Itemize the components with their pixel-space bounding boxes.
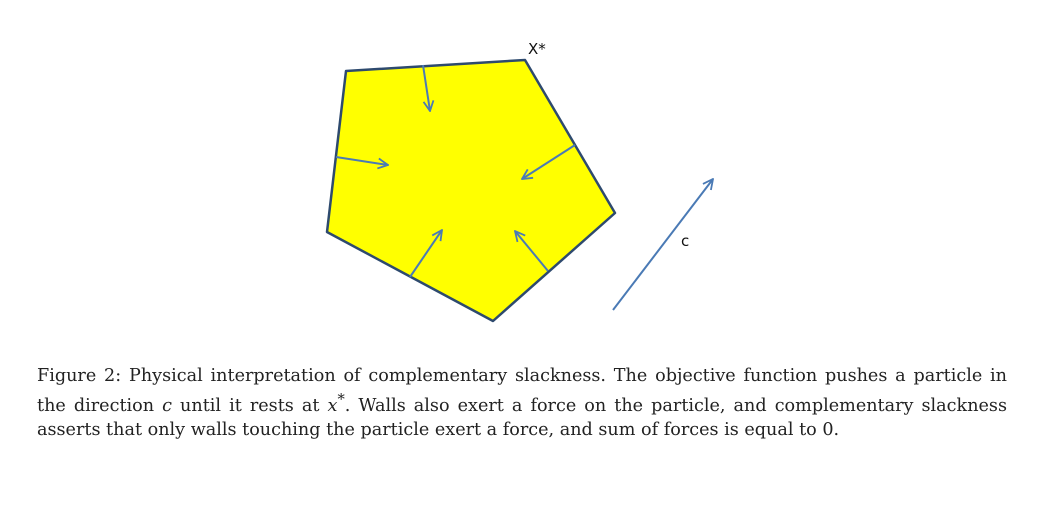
wall-force-arrow-bottom-right <box>515 231 549 272</box>
optimum-label: X* <box>528 40 546 58</box>
wall-force-arrow-left <box>335 156 388 165</box>
wall-force-arrow-right <box>522 144 576 179</box>
wall-force-arrow-top <box>422 64 430 111</box>
caption-text-1: Physical interpretation of complementary… <box>37 366 1007 416</box>
objective-direction-arrow <box>612 179 713 311</box>
caption-text-3: . Walls also exert a force on the partic… <box>37 395 1007 440</box>
caption-var-x: x <box>327 395 338 416</box>
figure-caption: Figure 2: Physical interpretation of com… <box>37 364 1007 442</box>
feasible-region-polygon <box>325 58 617 323</box>
wall-force-arrow-bottom-left <box>409 230 442 278</box>
caption-var-c: c <box>162 395 172 416</box>
wall-force-arrows <box>335 64 576 278</box>
caption-superscript: * <box>337 391 345 408</box>
direction-label: c <box>681 232 689 250</box>
caption-text-2: until it rests at <box>180 395 320 416</box>
complementary-slackness-diagram: X* c <box>325 40 1042 323</box>
caption-figure-number: Figure 2: <box>37 366 122 386</box>
